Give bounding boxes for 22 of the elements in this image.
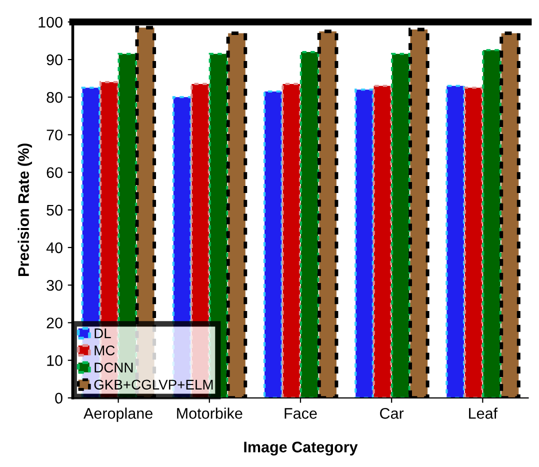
y-tick-label: 20: [46, 318, 62, 328]
y-tick-label: 40: [46, 242, 62, 254]
y-tick-label: 0: [55, 392, 62, 404]
y-tick-label: 100: [38, 16, 62, 28]
y-tick-label: 70: [46, 130, 62, 140]
y-tick-label: 80: [46, 92, 62, 103]
y-tick-label: 30: [46, 280, 62, 291]
y-tick-label: 10: [47, 355, 62, 366]
y-tick-label: 60: [46, 167, 62, 178]
x-tick-label: Car: [380, 408, 404, 419]
x-tick-label: Motorbike: [177, 408, 242, 419]
x-tick-label: Aeroplane: [84, 408, 152, 422]
x-tick-label: Face: [284, 408, 317, 419]
y-tick-label: 90: [46, 54, 62, 66]
legend-label: MC: [94, 346, 115, 356]
legend-label: DCNN: [94, 362, 133, 372]
legend-label: DL: [94, 328, 111, 338]
legend-label: GKB+CGLVP+ELM: [94, 380, 213, 390]
x-axis-title: Image Category: [244, 442, 358, 456]
x-tick-label: Leaf: [469, 408, 498, 419]
y-axis-title: Precision Rate (%): [18, 144, 32, 276]
y-tick-label: 50: [46, 204, 62, 216]
